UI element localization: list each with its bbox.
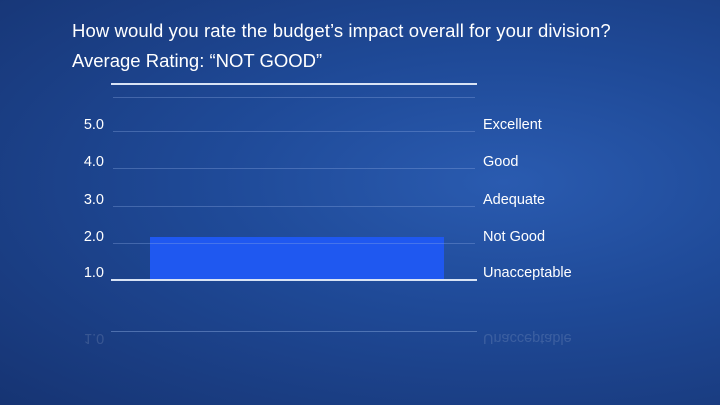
- label-adequate: Adequate: [483, 192, 546, 208]
- gridline-5: [113, 131, 475, 132]
- gridline-3: [113, 206, 475, 207]
- ytick-5: 5.0: [83, 117, 104, 133]
- chart-top-border: [111, 83, 477, 85]
- ytick-3: 3.0: [83, 192, 104, 208]
- ytick-1: 1.0: [83, 265, 104, 281]
- label-excellent: Excellent: [483, 117, 542, 133]
- chart-title: How would you rate the budget’s impact o…: [72, 20, 611, 41]
- gridline-4: [113, 168, 475, 169]
- chart-subtitle: Average Rating: “NOT GOOD”: [72, 50, 323, 71]
- chart-baseline: [111, 279, 477, 281]
- gridline: [113, 97, 475, 98]
- reflection-ytick: 1.0: [84, 330, 105, 346]
- label-good: Good: [483, 154, 519, 170]
- ytick-2: 2.0: [83, 229, 104, 245]
- label-not-good: Not Good: [483, 229, 546, 245]
- gridline-2: [113, 243, 475, 244]
- reflection-label: Unacceptable: [483, 330, 572, 346]
- average-rating-bar: [150, 237, 444, 279]
- reflection-line: [111, 331, 477, 332]
- ytick-4: 4.0: [83, 154, 104, 170]
- label-unacceptable: Unacceptable: [483, 265, 572, 281]
